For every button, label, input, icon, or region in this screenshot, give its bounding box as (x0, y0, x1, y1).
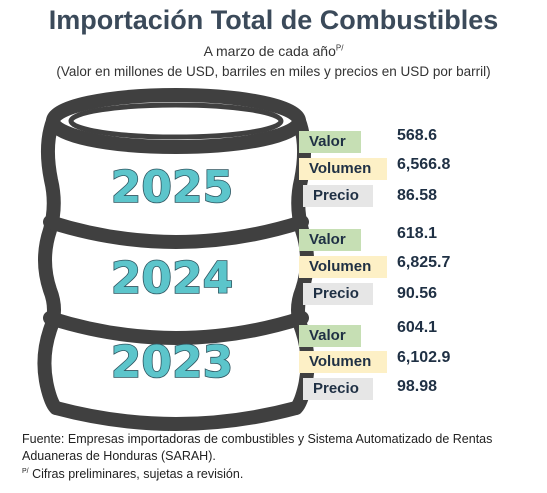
label-valor: Valor (299, 325, 361, 347)
label-volumen: Volumen (299, 256, 387, 278)
value-volumen-2024: 6,825.7 (397, 254, 451, 271)
value-precio-2024: 90.56 (397, 285, 438, 302)
preliminary-note: P/ Cifras preliminares, sujetas a revisi… (22, 467, 244, 481)
barrel-bottom (49, 401, 303, 431)
value-valor-2024: 618.1 (397, 225, 438, 242)
label-valor: Valor (299, 229, 361, 251)
year-2023: 2023 (111, 337, 233, 388)
units-note: (Valor en millones de USD, barriles en m… (56, 64, 491, 79)
label-precio: Precio (303, 283, 373, 305)
value-precio-2025: 86.58 (397, 187, 438, 204)
source-line-1: Fuente: Empresas importadoras de combust… (22, 432, 493, 446)
label-volumen: Volumen (299, 351, 387, 373)
barrel-hoop-1 (43, 215, 309, 249)
source-line-2: Aduaneras de Honduras (SARAH). (22, 449, 216, 463)
value-volumen-2023: 6,102.9 (397, 349, 451, 366)
barrel-top-inner (68, 102, 284, 140)
value-valor-2025: 568.6 (397, 127, 438, 144)
subtitle: A marzo de cada añoP/ (203, 43, 344, 59)
barrel-hoop-2 (43, 311, 309, 345)
value-precio-2023: 98.98 (397, 378, 438, 395)
label-precio: Precio (303, 378, 373, 400)
year-2024: 2024 (111, 253, 233, 304)
barrel-left-side (37, 114, 63, 415)
page-title: Importación Total de Combustibles (48, 5, 499, 35)
value-volumen-2025: 6,566.8 (397, 156, 451, 173)
value-valor-2023: 604.1 (397, 319, 438, 336)
label-volumen: Volumen (299, 158, 387, 180)
label-precio: Precio (303, 185, 373, 207)
label-valor: Valor (299, 131, 361, 153)
year-2025: 2025 (111, 162, 233, 213)
